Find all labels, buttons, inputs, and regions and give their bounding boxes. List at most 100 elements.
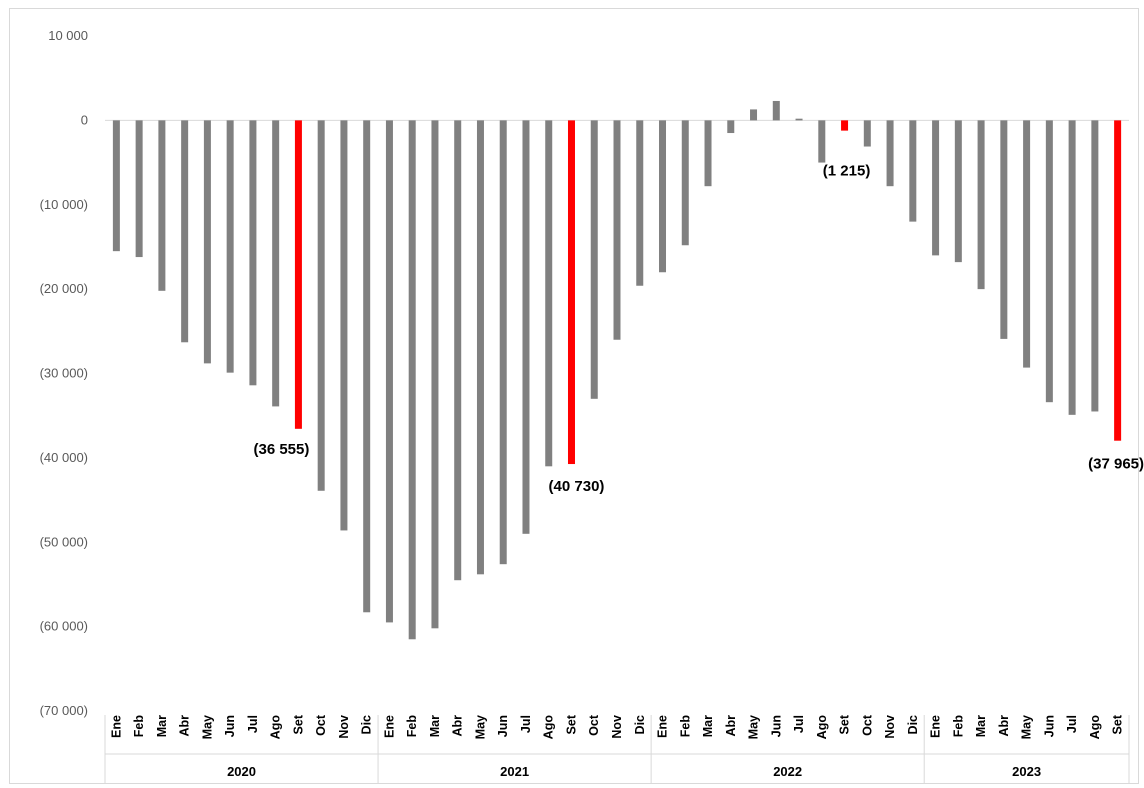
bar [955, 120, 962, 262]
x-tick-label: Jul [1065, 715, 1079, 733]
x-tick-label: Oct [860, 714, 874, 736]
bar [796, 119, 803, 121]
x-tick-label: Mar [701, 715, 715, 737]
bar [113, 120, 120, 251]
bar [318, 120, 325, 490]
bar [1091, 120, 1098, 411]
x-tick-label: Dic [633, 715, 647, 735]
x-tick-label: Abr [451, 715, 465, 737]
x-tick-label: Feb [678, 715, 692, 738]
bar [887, 120, 894, 186]
x-tick-label: Jun [223, 715, 237, 737]
x-tick-label: Dic [906, 715, 920, 735]
x-tick-label: Nov [610, 715, 624, 739]
bars [113, 101, 1121, 639]
x-tick-label: Jun [1042, 715, 1056, 737]
bar [227, 120, 234, 372]
bar [614, 120, 621, 339]
data-label: (37 965) [1088, 456, 1144, 473]
x-tick-label: Oct [314, 714, 328, 736]
y-tick-label: (40 000) [40, 450, 88, 465]
bar [818, 120, 825, 162]
x-tick-label: Set [564, 714, 578, 734]
bar [272, 120, 279, 406]
bar-highlight [568, 120, 575, 464]
y-axis-tick-labels: 10 000 0 (10 000) (20 000) (30 000) (40 000) (… [40, 28, 88, 718]
x-tick-label: Nov [883, 715, 897, 739]
x-tick-label: May [200, 715, 214, 739]
bar [909, 120, 916, 221]
bar [340, 120, 347, 530]
x-tick-label: Feb [132, 715, 146, 738]
x-tick-label: Jun [496, 715, 510, 737]
bar [1069, 120, 1076, 414]
x-tick-label: Ene [109, 715, 123, 738]
bar-highlight [1114, 120, 1121, 440]
x-tick-label: Ago [542, 715, 556, 740]
y-tick-label: (50 000) [40, 534, 88, 549]
x-tick-label: Set [291, 714, 305, 734]
x-tick-label: Ago [1088, 715, 1102, 740]
bar [431, 120, 438, 628]
year-label: 2023 [1012, 764, 1041, 779]
bar [682, 120, 689, 245]
x-tick-label: Feb [405, 715, 419, 738]
bar [158, 120, 165, 290]
bar [249, 120, 256, 385]
bar-highlight [841, 120, 848, 130]
data-label: (1 215) [823, 163, 871, 180]
bar [978, 120, 985, 289]
bar-highlight [295, 120, 302, 428]
x-tick-label: May [747, 715, 761, 739]
bar [522, 120, 529, 533]
y-tick-label: 0 [81, 112, 88, 127]
bar [181, 120, 188, 342]
y-tick-label: (70 000) [40, 703, 88, 718]
bar [500, 120, 507, 564]
bar [454, 120, 461, 580]
bar [204, 120, 211, 363]
x-tick-label: Nov [337, 715, 351, 739]
bar [386, 120, 393, 622]
y-tick-label: (10 000) [40, 197, 88, 212]
x-tick-label: Jul [246, 715, 260, 733]
bar [545, 120, 552, 466]
x-tick-label: May [1020, 715, 1034, 739]
bar [363, 120, 370, 612]
bar [1046, 120, 1053, 402]
data-label: (36 555) [253, 441, 309, 458]
year-label: 2021 [500, 764, 529, 779]
x-tick-label: Mar [428, 715, 442, 737]
x-tick-label: Abr [997, 715, 1011, 737]
y-tick-label: (60 000) [40, 619, 88, 634]
year-label: 2020 [227, 764, 256, 779]
y-tick-label: 10 000 [48, 28, 88, 43]
x-tick-label: May [473, 715, 487, 739]
x-tick-label: Abr [178, 715, 192, 737]
bar [136, 120, 143, 257]
x-tick-label: Ago [269, 715, 283, 740]
x-tick-label: Jul [792, 715, 806, 733]
x-tick-label: Set [838, 714, 852, 734]
x-tick-label: Mar [974, 715, 988, 737]
bar [591, 120, 598, 398]
bar [409, 120, 416, 639]
x-tick-label: Ene [382, 715, 396, 738]
y-tick-label: (20 000) [40, 281, 88, 296]
bar [773, 101, 780, 120]
x-tick-label: Mar [155, 715, 169, 737]
x-tick-label: Feb [951, 715, 965, 738]
x-axis: Ene Feb Mar Abr May Jun Jul Ago Set Oct Nov Dic 2020… [105, 714, 1129, 784]
bar [750, 109, 757, 120]
bar [864, 120, 871, 146]
bar [1023, 120, 1030, 367]
x-tick-label: Jun [769, 715, 783, 737]
data-label: (40 730) [549, 478, 605, 495]
x-tick-label: Dic [360, 715, 374, 735]
bar [705, 120, 712, 186]
y-tick-label: (30 000) [40, 366, 88, 381]
bar [477, 120, 484, 574]
x-tick-label: Jul [519, 715, 533, 733]
x-tick-label: Ene [656, 715, 670, 738]
